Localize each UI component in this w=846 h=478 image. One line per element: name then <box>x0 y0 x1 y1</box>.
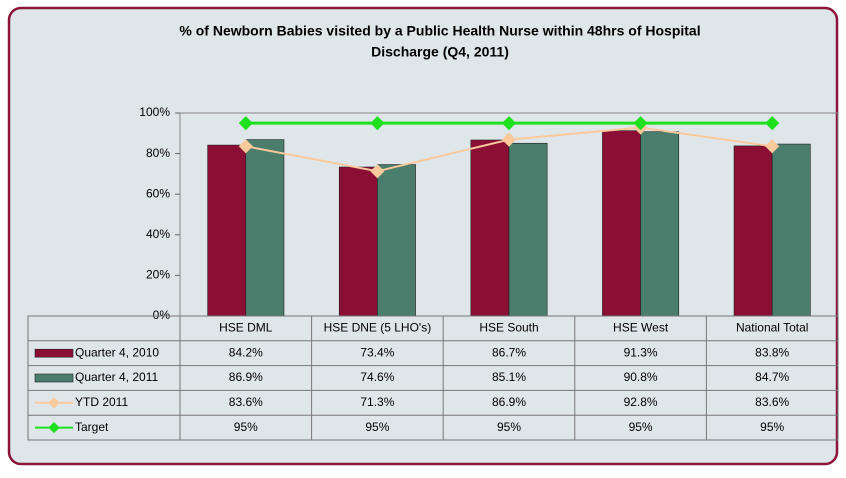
marker <box>633 116 648 131</box>
bar <box>245 139 285 317</box>
table-value: 92.8% <box>624 395 658 409</box>
marker <box>765 116 780 131</box>
chart-subtitle: Discharge (Q4, 2011) <box>371 44 509 60</box>
bar <box>508 142 548 317</box>
bar <box>733 145 773 317</box>
bar <box>338 166 378 317</box>
table-value: 86.7% <box>492 345 526 359</box>
table-value: 95% <box>629 420 653 434</box>
table-value: 86.9% <box>492 395 526 409</box>
legend-label: Target <box>75 420 109 434</box>
legend-label: Quarter 4, 2010 <box>75 345 159 359</box>
table-value: 85.1% <box>492 370 526 384</box>
legend-marker <box>48 397 60 409</box>
marker <box>501 116 517 131</box>
legend-swatch <box>34 348 74 358</box>
legend-label: Quarter 4, 2011 <box>75 370 158 384</box>
chart-frame <box>7 6 839 466</box>
table-value: 95% <box>497 420 521 434</box>
bar <box>377 164 416 317</box>
y-tick-label: 60% <box>146 186 170 200</box>
table-value: 71.3% <box>360 395 394 409</box>
table-value: 83.8% <box>755 345 789 359</box>
table-value: 95% <box>365 420 389 434</box>
table-value: 86.9% <box>229 370 263 384</box>
legend-marker <box>48 421 60 434</box>
marker <box>370 116 385 131</box>
bar <box>207 144 247 317</box>
y-tick-label: 20% <box>146 268 170 282</box>
table-value: 95% <box>760 420 784 434</box>
y-tick-label: 100% <box>139 105 170 119</box>
legend-label: YTD 2011 <box>75 395 128 409</box>
bar <box>771 143 811 317</box>
marker <box>501 132 517 147</box>
table-value: 73.4% <box>360 345 394 359</box>
table-value: 83.6% <box>229 395 263 409</box>
y-tick-label: 40% <box>146 227 170 241</box>
x-tick-label: HSE South <box>479 321 538 335</box>
table-value: 74.6% <box>360 370 394 384</box>
bar <box>470 139 510 317</box>
marker <box>765 139 780 154</box>
x-tick-label: HSE DML <box>219 321 273 335</box>
marker <box>370 164 385 179</box>
table-value: 91.3% <box>624 345 658 359</box>
legend-swatch <box>34 373 74 383</box>
bar <box>602 130 641 317</box>
x-tick-label: National Total <box>736 321 809 335</box>
y-tick-label: 0% <box>153 308 171 322</box>
marker <box>238 139 253 154</box>
y-tick-label: 80% <box>146 146 170 160</box>
table-value: 84.2% <box>229 345 263 359</box>
x-tick-label: HSE DNE (5 LHO's) <box>324 321 432 335</box>
x-tick-label: HSE West <box>613 321 669 335</box>
bar <box>640 131 680 317</box>
table-value: 83.6% <box>755 395 789 409</box>
table-value: 84.7% <box>755 370 789 384</box>
table-value: 90.8% <box>624 370 658 384</box>
table-value: 95% <box>234 420 258 434</box>
chart-title: % of Newborn Babies visited by a Public … <box>179 23 700 39</box>
